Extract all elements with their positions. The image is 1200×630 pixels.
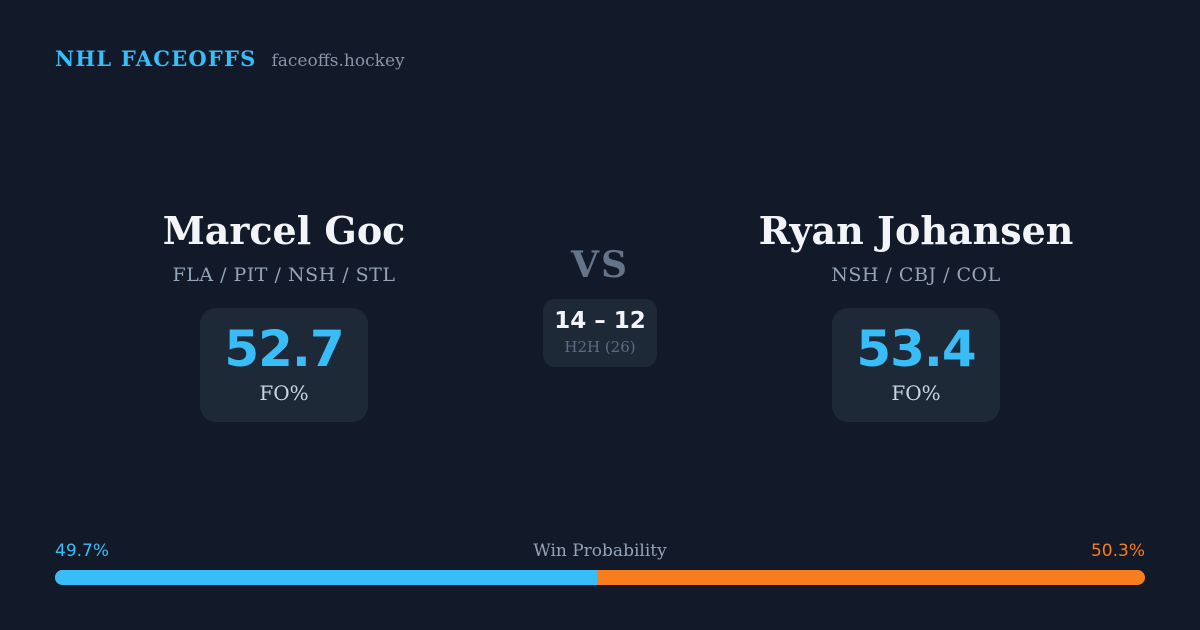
player-left-fo-percentage: 52.7 xyxy=(224,320,344,379)
head-to-head-score: 14 – 12 xyxy=(554,308,646,334)
win-probability-right-value: 50.3% xyxy=(1090,541,1145,561)
brand-title: NHL FACEOFFS xyxy=(55,46,257,71)
head-to-head-card: 14 – 12 H2H (26) xyxy=(543,299,657,367)
center-column: VS 14 – 12 H2H (26) xyxy=(480,247,720,367)
player-left-fo-label: FO% xyxy=(259,381,309,406)
player-right-fo-label: FO% xyxy=(891,381,941,406)
player-right-teams: NSH / CBJ / COL xyxy=(831,263,1001,286)
win-probability-labels: 49.7% Win Probability 50.3% xyxy=(55,541,1145,561)
header: NHL FACEOFFS faceoffs.hockey xyxy=(55,46,405,71)
player-left-name: Marcel Goc xyxy=(162,208,406,253)
head-to-head-label: H2H (26) xyxy=(564,338,636,356)
site-url: faceoffs.hockey xyxy=(271,51,405,71)
player-right-name: Ryan Johansen xyxy=(758,208,1074,253)
win-probability-bar xyxy=(55,570,1145,585)
player-right-column: Ryan Johansen NSH / CBJ / COL 53.4 FO% xyxy=(736,210,1096,422)
player-left-teams: FLA / PIT / NSH / STL xyxy=(172,263,396,286)
player-left-stat-card: 52.7 FO% xyxy=(200,307,368,422)
win-probability-section: 49.7% Win Probability 50.3% xyxy=(55,541,1145,585)
player-left-column: Marcel Goc FLA / PIT / NSH / STL 52.7 FO… xyxy=(104,210,464,422)
player-right-fo-percentage: 53.4 xyxy=(856,320,976,379)
vs-label: VS xyxy=(571,244,629,286)
player-right-stat-card: 53.4 FO% xyxy=(832,307,1000,422)
win-probability-left-value: 49.7% xyxy=(55,541,110,561)
win-probability-bar-left-segment xyxy=(55,570,597,585)
win-probability-title: Win Probability xyxy=(533,541,667,561)
